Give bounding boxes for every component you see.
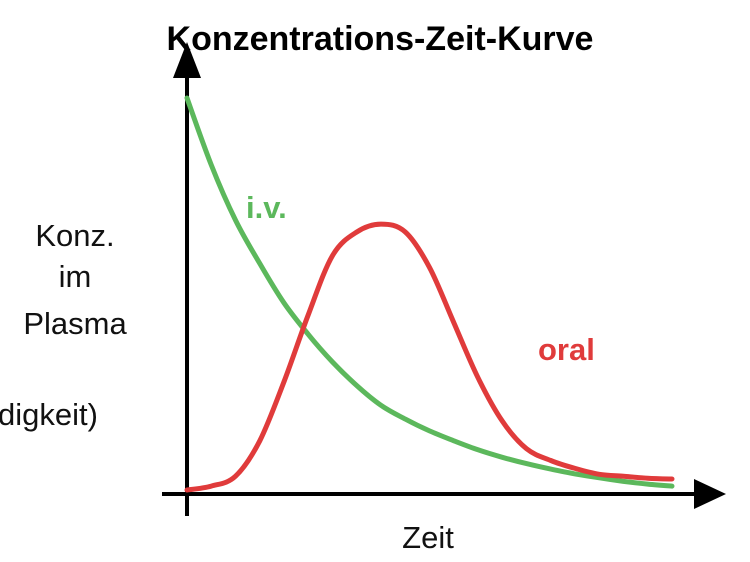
series-label-oral: oral: [538, 332, 595, 367]
x-axis-label: Zeit: [402, 520, 454, 555]
series-line-oral: [184, 221, 675, 493]
y-axis-label-line-2: im: [59, 259, 92, 294]
chart-title: Konzentrations-Zeit-Kurve: [167, 20, 594, 58]
series-layer: [184, 95, 675, 493]
y-axis-label-line-1: Konz.: [35, 218, 114, 253]
y-axis-arrowhead: [173, 42, 201, 78]
y-axis-label-line-4: digkeit): [0, 397, 98, 432]
x-axis-arrowhead: [694, 479, 726, 509]
series-label-iv: i.v.: [246, 190, 287, 225]
y-axis-label: Konz. im Plasma digkeit): [0, 218, 127, 432]
y-axis-label-line-3: Plasma: [23, 306, 127, 341]
series-line-iv: [184, 95, 675, 489]
